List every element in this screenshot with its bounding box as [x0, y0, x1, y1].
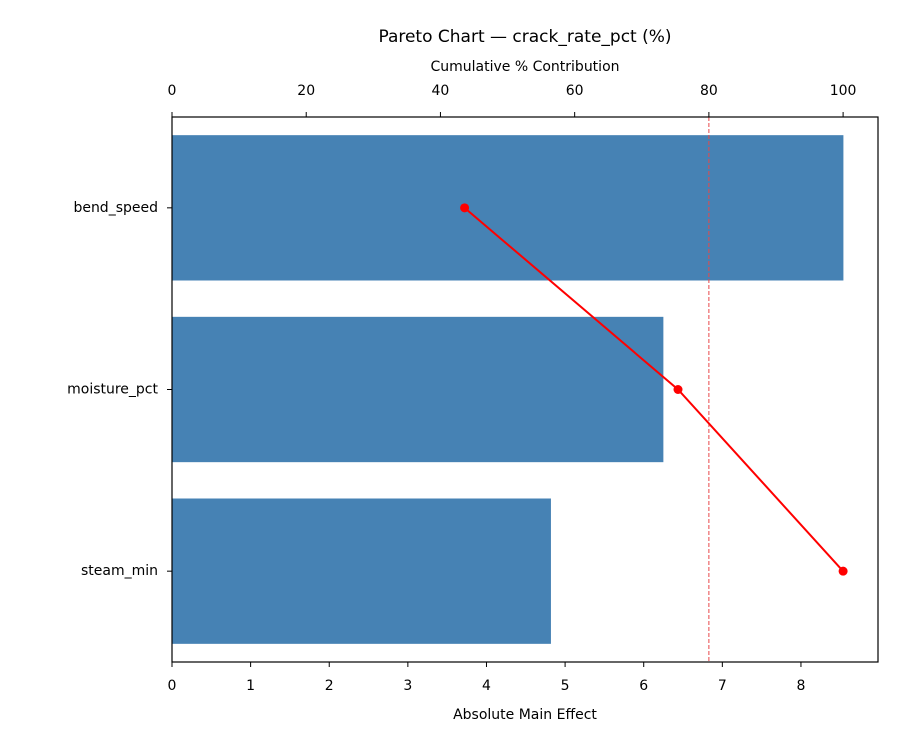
- y-tick-label: bend_speed: [73, 200, 158, 216]
- chart-title: Pareto Chart — crack_rate_pct (%): [378, 27, 671, 47]
- bar: [172, 316, 664, 463]
- y-tick-label: steam_min: [81, 563, 158, 579]
- x-tick-label: 7: [718, 678, 727, 694]
- x-tick-label: 6: [639, 678, 648, 694]
- x2-tick-label: 60: [566, 83, 584, 99]
- x-tick-label: 4: [482, 678, 491, 694]
- cumulative-point: [460, 203, 470, 213]
- x2-tick-label: 100: [830, 83, 857, 99]
- y-tick-label: moisture_pct: [67, 382, 158, 398]
- cumulative-point: [673, 385, 683, 394]
- x-tick-label: 2: [325, 678, 334, 694]
- x2-axis-label: Cumulative % Contribution: [430, 59, 619, 75]
- x2-tick-label: 0: [168, 83, 177, 99]
- bar: [172, 135, 844, 281]
- x-tick-label: 3: [403, 678, 412, 694]
- x-tick-label: 0: [168, 678, 177, 694]
- x2-tick-label: 40: [432, 83, 450, 99]
- x2-tick-label: 20: [297, 83, 315, 99]
- x-axis-label: Absolute Main Effect: [453, 707, 597, 723]
- cumulative-point: [838, 566, 848, 576]
- x-tick-label: 8: [796, 678, 805, 694]
- x2-tick-label: 80: [700, 83, 718, 99]
- bar: [172, 498, 551, 644]
- x-tick-label: 5: [561, 678, 570, 694]
- x-tick-label: 1: [246, 678, 255, 694]
